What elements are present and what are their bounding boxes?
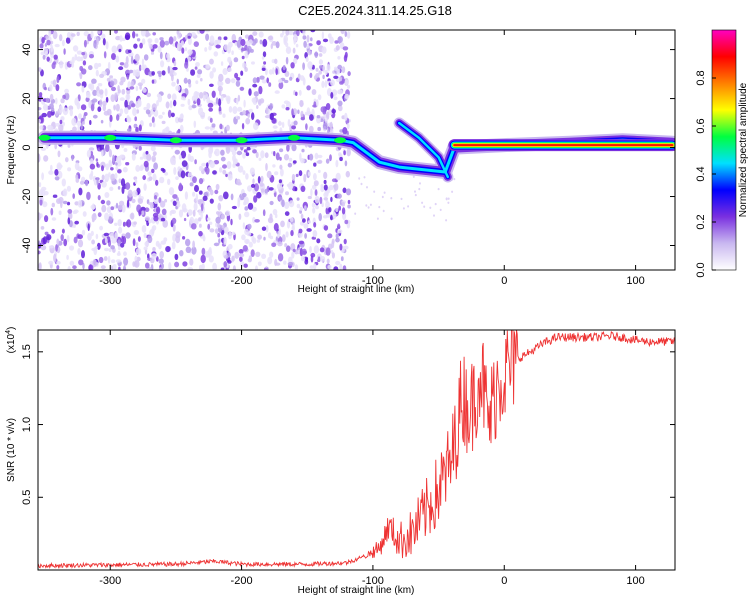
snr-panel: -300 -200 -100 0 100 0.5 1.0 1.5 Height of stra…	[5, 327, 676, 596]
colorbar-tick-label: 0.0	[695, 262, 707, 277]
x-tick-label: -200	[231, 575, 253, 587]
x-tick-label: 0	[501, 575, 507, 587]
colorbar-tick-label: 0.2	[695, 214, 707, 229]
x-tick-label: -300	[99, 575, 121, 587]
x-tick-label: 100	[626, 275, 644, 287]
colorbar-tick-label: 0.8	[695, 70, 707, 85]
ridge-peak	[235, 137, 248, 144]
ridge-peak	[38, 134, 51, 141]
spectrogram-frame	[37, 29, 676, 271]
y-tick-label: 1.5	[21, 344, 33, 359]
colorbar-ticks: 0.0 0.2 0.4 0.6 0.8	[695, 70, 716, 278]
colorbar-tick-label: 0.4	[695, 166, 707, 181]
y-tick-label: 40	[21, 43, 33, 55]
spectrogram-y-axis-label: Frequency (Hz)	[6, 116, 17, 185]
colorbar-label: Normalized spectral amplitude	[738, 82, 749, 217]
snr-line	[38, 330, 675, 570]
y-tick-label: 0.5	[21, 490, 33, 505]
spectrogram-x-axis-label: Height of straight line (km)	[298, 284, 415, 295]
snr-y-axis-label: SNR (10 * v/v)	[6, 418, 17, 482]
colorbar-tick-label: 0.6	[695, 118, 707, 133]
spectrogram-noise-speckle	[38, 30, 456, 270]
x-tick-label: -100	[362, 275, 384, 287]
spectrogram-ridge	[38, 117, 675, 183]
y-tick-label: -40	[21, 238, 33, 254]
colorbar-gradient	[712, 30, 736, 270]
x-tick-label: 0	[501, 275, 507, 287]
x-tick-label: -100	[362, 575, 384, 587]
ridge-peak	[288, 134, 301, 141]
colorbar: 0.0 0.2 0.4 0.6 0.8 Normalized spectral ampl…	[695, 29, 749, 278]
branch-band	[398, 121, 449, 179]
snr-plot-area	[38, 330, 675, 570]
y-tick-label: 0	[21, 144, 33, 150]
snr-ticks: -300 -200 -100 0 100 0.5 1.0 1.5	[21, 330, 675, 587]
snr-frame	[37, 329, 676, 571]
y-tick-label: 20	[21, 92, 33, 104]
colorbar-frame	[711, 29, 737, 271]
ridge-peak	[169, 137, 182, 144]
snr-x-axis-label: Height of straight line (km)	[298, 585, 415, 596]
ridge-peak	[104, 134, 117, 141]
x-tick-label: -300	[99, 275, 121, 287]
figure-title: C2E5.2024.311.14.25.G18	[298, 3, 452, 18]
x-tick-label: 100	[626, 575, 644, 587]
y-tick-label: -20	[21, 189, 33, 205]
snr-y-multiplier: (x104)	[5, 327, 17, 354]
snr-series	[38, 330, 675, 570]
y-tick-label: 1.0	[21, 417, 33, 432]
x-tick-label: -200	[231, 275, 253, 287]
ridge-peak	[334, 137, 347, 144]
